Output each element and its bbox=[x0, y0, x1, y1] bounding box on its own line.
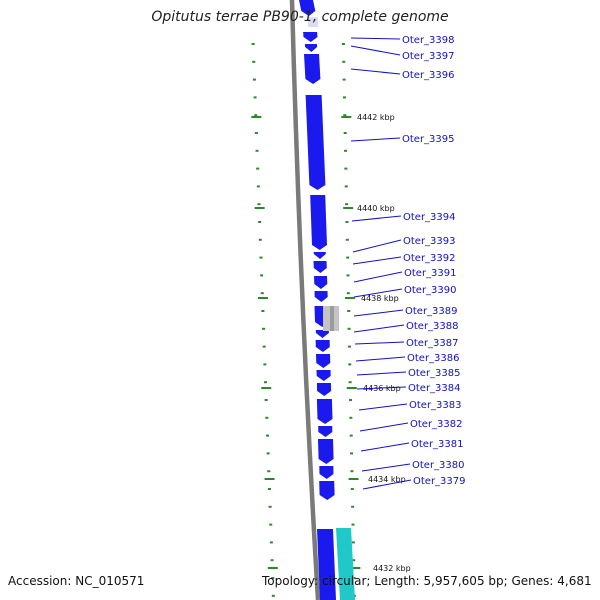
label-leader bbox=[352, 216, 401, 221]
label-leader bbox=[351, 38, 400, 39]
gene-label: Oter_3381 bbox=[411, 439, 464, 450]
gene-arrow bbox=[317, 529, 336, 600]
gene-label: Oter_3384 bbox=[408, 383, 461, 394]
gene-arrow bbox=[314, 261, 327, 273]
gene-label: Oter_3394 bbox=[403, 212, 456, 223]
gene-arrow bbox=[304, 54, 320, 84]
gene-label: Oter_3382 bbox=[410, 419, 463, 430]
gene-label: Oter_3379 bbox=[413, 476, 466, 487]
label-leader bbox=[353, 257, 401, 264]
label-leader bbox=[359, 404, 407, 410]
gene-label: Oter_3388 bbox=[406, 321, 459, 332]
label-leader bbox=[353, 240, 401, 252]
accession-info: Accession: NC_010571 bbox=[8, 574, 144, 588]
gene-arrow bbox=[314, 252, 326, 259]
gene-arrow bbox=[319, 481, 334, 500]
tick-track-left bbox=[251, 44, 278, 596]
gene-label: Oter_3398 bbox=[402, 35, 455, 46]
label-leader bbox=[351, 46, 400, 55]
gene-label: Oter_3383 bbox=[409, 400, 462, 411]
gene-label: Oter_3393 bbox=[403, 236, 456, 247]
gene-arrow bbox=[318, 426, 332, 437]
label-leader bbox=[351, 138, 400, 141]
label-leader bbox=[351, 69, 400, 74]
gene-arrow bbox=[319, 466, 333, 479]
gene-label: Oter_3397 bbox=[402, 51, 455, 62]
kbp-label: 4434 kbp bbox=[368, 475, 406, 484]
label-leader bbox=[354, 272, 402, 282]
map-title: Opitutus terrae PB90-1, complete genome bbox=[0, 9, 600, 25]
gene-arrow bbox=[310, 195, 327, 250]
label-leader bbox=[354, 310, 403, 316]
label-leader bbox=[354, 325, 404, 332]
gene-label: Oter_3390 bbox=[404, 285, 457, 296]
gene-label: Oter_3392 bbox=[403, 253, 456, 264]
label-leader bbox=[362, 464, 410, 471]
label-leader bbox=[355, 342, 404, 344]
gene-label: Oter_3380 bbox=[412, 460, 465, 471]
gene-arrow bbox=[317, 399, 333, 424]
pseudogene-shade bbox=[330, 306, 334, 331]
gene-arrow bbox=[306, 95, 326, 190]
topology-info: Topology: circular; Length: 5,957,605 bp… bbox=[262, 574, 592, 588]
gene-arrow bbox=[316, 354, 330, 368]
gene-label: Oter_3395 bbox=[402, 134, 455, 145]
gene-label: Oter_3387 bbox=[406, 338, 459, 349]
gene-label: Oter_3386 bbox=[407, 353, 460, 364]
gene-arrow bbox=[315, 291, 328, 302]
kbp-label: 4440 kbp bbox=[357, 204, 395, 213]
label-leader bbox=[361, 443, 409, 451]
gene-arrow bbox=[314, 276, 327, 289]
gene-arrow bbox=[318, 439, 334, 464]
gene-label-track: Oter_3398 Oter_3397 Oter_3396 Oter_3395 Oter… bbox=[351, 35, 466, 489]
gene-reverse bbox=[336, 528, 355, 600]
gene-label: Oter_3396 bbox=[402, 70, 455, 81]
gene-label: Oter_3389 bbox=[405, 306, 458, 317]
gene-arrow bbox=[316, 340, 330, 352]
gene-arrow bbox=[317, 383, 331, 396]
gene-arrow bbox=[305, 44, 317, 52]
gene-arrow bbox=[303, 32, 317, 42]
tick-track-right bbox=[341, 44, 360, 596]
accession-value: NC_010571 bbox=[75, 574, 144, 588]
gene-label: Oter_3391 bbox=[404, 268, 457, 279]
label-leader bbox=[360, 423, 408, 431]
accession-label: Accession: bbox=[8, 574, 71, 588]
label-leader bbox=[357, 372, 406, 375]
gene-arrow bbox=[316, 330, 329, 338]
kbp-label: 4442 kbp bbox=[357, 113, 395, 122]
gene-label: Oter_3385 bbox=[408, 368, 461, 379]
gene-arrow bbox=[317, 370, 331, 381]
genome-backbone bbox=[292, 0, 318, 600]
kbp-label: 4432 kbp bbox=[373, 564, 411, 573]
gene-track bbox=[299, 0, 355, 600]
label-leader bbox=[356, 357, 405, 361]
